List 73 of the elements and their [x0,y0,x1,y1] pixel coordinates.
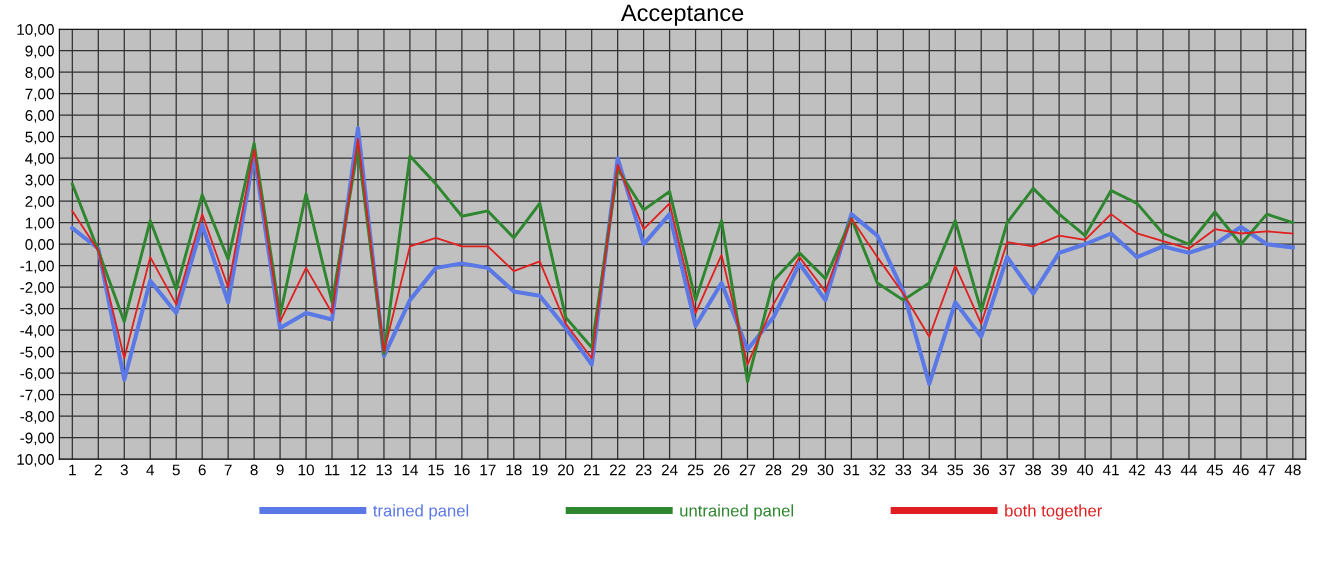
y-tick-label: -1,00 [20,260,54,274]
x-tick-label: 46 [1232,464,1249,476]
x-tick-label: 16 [454,464,470,476]
x-tick-label: 8 [250,464,258,476]
y-tick-label: 3,00 [25,174,54,188]
y-tick-label: -7,00 [20,389,54,403]
x-tick-label: 10 [298,464,314,476]
x-tick-label: 4 [146,464,155,476]
x-tick-label: 45 [1206,464,1223,476]
x-tick-label: 40 [1076,464,1093,476]
x-tick-label: 43 [1154,464,1171,476]
y-tick-label: 10,00 [17,24,54,37]
x-tick-label: 48 [1284,464,1301,476]
x-tick-label: 37 [999,464,1015,476]
text: both together [1005,504,1103,520]
x-tick-label: 3 [120,464,128,476]
text: untrained panel [680,504,793,520]
x-tick-label: 34 [921,464,938,476]
x-tick-label: 33 [895,464,912,476]
x-tick-label: 39 [1051,464,1067,476]
y-tick-label: -5,00 [20,346,54,360]
y-tick-label: 7,00 [25,88,54,102]
y-tick-label: 8,00 [25,67,54,80]
x-tick-label: 9 [276,464,284,476]
y-tick-label: -3,00 [20,303,54,317]
x-tick-label: 18 [506,464,522,476]
x-tick-label: 42 [1128,464,1145,476]
x-tick-label: 11 [325,464,340,476]
x-tick-label: 7 [224,464,232,476]
y-tick-label: 5,00 [25,131,54,145]
y-tick-label: 0,00 [25,239,54,252]
x-tick-label: 17 [480,464,496,476]
x-tick-label: 38 [1025,464,1041,476]
x-tick-label: 24 [661,464,678,476]
y-tick-label: 6,00 [25,110,54,123]
x-tick-label: 27 [739,464,756,476]
x-tick-label: 15 [428,464,444,476]
x-tick-label: 47 [1258,464,1275,476]
x-tick-label: 19 [532,464,548,476]
chart-title: Acceptance [620,4,744,26]
x-tick-label: 31 [843,464,860,476]
y-tick-label: 1,00 [25,217,54,231]
x-tick-label: 23 [635,464,652,476]
x-tick-label: 12 [350,464,366,476]
x-tick-label: 26 [713,464,730,476]
x-tick-label: 29 [791,464,808,476]
y-tick-label: -6,00 [20,368,54,381]
y-tick-label: -2,00 [20,282,54,295]
text: trained panel [373,504,469,520]
x-tick-label: 41 [1102,464,1119,476]
x-tick-label: 28 [765,464,782,476]
x-tick-label: 44 [1180,464,1198,476]
x-tick-label: 6 [198,464,206,476]
x-tick-label: 22 [609,464,626,476]
y-tick-label: 10,00 [17,454,54,467]
x-tick-label: 20 [558,464,574,476]
y-tick-label: -8,00 [20,411,54,424]
x-tick-label: 13 [376,464,392,476]
x-tick-label: 36 [973,464,990,476]
y-tick-label: 9,00 [25,45,54,59]
y-tick-label: -9,00 [20,432,54,446]
x-tick-label: 21 [583,464,600,476]
x-tick-label: 1 [69,464,76,476]
y-tick-label: 2,00 [25,196,54,209]
x-tick-label: 14 [402,464,418,476]
x-tick-label: 5 [172,464,180,476]
x-tick-label: 30 [817,464,834,476]
y-tick-label: -4,00 [20,325,54,338]
x-tick-label: 25 [687,464,704,476]
x-tick-label: 32 [869,464,886,476]
x-tick-label: 35 [947,464,964,476]
y-tick-label: 4,00 [25,153,54,166]
x-tick-label: 2 [94,464,102,476]
